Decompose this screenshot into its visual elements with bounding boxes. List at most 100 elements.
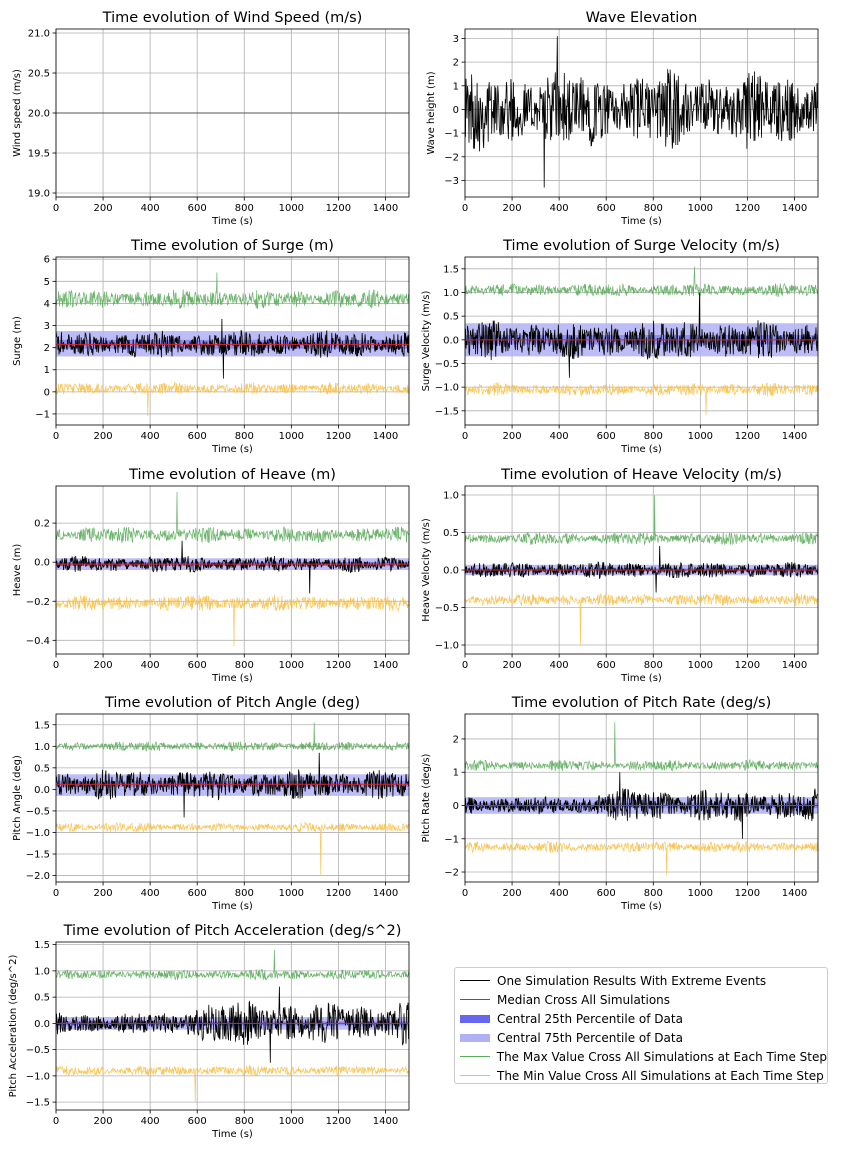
legend-item-median: Median Cross All Simulations (455, 990, 827, 1009)
y-tick-label: 3 (44, 321, 50, 332)
y-tick-label: 0.5 (34, 993, 50, 1004)
x-tick-label: 400 (550, 888, 569, 899)
x-tick-label: 200 (94, 660, 113, 671)
series-the-max-value-cross-all-simulations-at-each-time-step (56, 272, 409, 309)
y-axis-label: Surge (m) (12, 316, 23, 366)
axes-frame (55, 713, 410, 883)
plot-area (465, 494, 818, 646)
x-tick-label: 1000 (688, 660, 713, 671)
x-tick-label: 800 (235, 431, 254, 442)
x-axis-label: Time (s) (211, 216, 253, 227)
x-tick-label: 1400 (782, 431, 807, 442)
x-tick-label: 1200 (326, 203, 351, 214)
series-the-max-value-cross-all-simulations-at-each-time-step (465, 494, 818, 546)
y-tick-label: 2 (453, 58, 459, 69)
x-tick-label: 1400 (373, 203, 398, 214)
y-tick-label: 3 (453, 34, 459, 45)
series-the-min-value-cross-all-simulations-at-each-time-step (56, 1065, 409, 1103)
legend-label-central75: Central 75th Percentile of Data (497, 1030, 683, 1045)
x-tick-label: 600 (597, 888, 616, 899)
legend: One Simulation Results With Extreme Even… (454, 967, 828, 1084)
y-tick-label: −1.0 (26, 1071, 50, 1082)
series-one-simulation-results-with-extreme-events (465, 772, 818, 839)
x-tick-label: 800 (644, 203, 663, 214)
y-tick-label: 1.0 (443, 288, 459, 299)
plot-area (56, 949, 409, 1103)
y-tick-label: −1 (444, 129, 459, 140)
chart-title: Time evolution of Pitch Rate (deg/s) (511, 695, 772, 711)
legend-swatch-central25 (460, 1014, 490, 1023)
chart-title: Time evolution of Heave (m) (128, 467, 336, 483)
legend-swatch-max (460, 1056, 490, 1057)
y-tick-label: −1.0 (26, 828, 50, 839)
y-tick-label: 0.0 (34, 558, 50, 569)
x-tick-label: 1400 (373, 431, 398, 442)
y-tick-label: 2 (44, 343, 50, 354)
x-tick-label: 0 (53, 888, 59, 899)
y-tick-label: −0.5 (435, 603, 459, 614)
x-tick-label: 600 (597, 660, 616, 671)
series-the-min-value-cross-all-simulations-at-each-time-step (465, 381, 818, 416)
x-tick-label: 400 (141, 660, 160, 671)
y-tick-label: 0.0 (443, 566, 459, 577)
x-tick-label: 200 (503, 888, 522, 899)
y-tick-label: 1.5 (443, 264, 459, 275)
series-the-max-value-cross-all-simulations-at-each-time-step (465, 722, 818, 772)
axes-frame (464, 28, 819, 198)
chart-heave: 0 200 400 600 800 1000 1200 1400 −0.4 −0.2 0.0 0.2 T… (12, 467, 410, 684)
y-tick-label: 19.0 (28, 189, 50, 200)
x-tick-label: 1000 (688, 203, 713, 214)
x-tick-label: 800 (235, 660, 254, 671)
x-axis-label: Time (s) (620, 444, 662, 455)
x-axis-label: Time (s) (620, 673, 662, 684)
x-tick-label: 600 (188, 888, 207, 899)
x-tick-label: 1400 (782, 888, 807, 899)
y-tick-label: −2 (444, 152, 459, 163)
y-tick-label: 0 (453, 801, 459, 812)
plot-area (465, 266, 818, 416)
chart-title: Time evolution of Pitch Angle (deg) (104, 695, 360, 711)
chart-title: Time evolution of Heave Velocity (m/s) (500, 467, 782, 483)
chart-pitch: 0 200 400 600 800 1000 1200 1400 −2.0 −1.5 −1.0 −0.… (12, 695, 410, 912)
y-tick-label: −1.5 (26, 850, 50, 861)
x-tick-label: 1400 (782, 203, 807, 214)
y-tick-label: 1.0 (443, 491, 459, 502)
x-tick-label: 0 (462, 431, 468, 442)
y-tick-label: 0.0 (34, 785, 50, 796)
y-tick-label: 0.0 (443, 335, 459, 346)
y-tick-label: −1 (35, 409, 50, 420)
y-tick-label: 0 (44, 387, 50, 398)
series-one-simulation-results-with-extreme-events (465, 292, 818, 378)
chart-title: Time evolution of Wind Speed (m/s) (102, 10, 363, 26)
x-tick-label: 1000 (279, 1116, 304, 1127)
x-tick-label: 0 (53, 1116, 59, 1127)
y-tick-label: −1.0 (435, 383, 459, 394)
x-tick-label: 400 (141, 431, 160, 442)
x-tick-label: 400 (141, 888, 160, 899)
y-axis-label: Heave Velocity (m/s) (421, 518, 432, 622)
y-tick-label: 0.2 (34, 519, 50, 530)
y-tick-label: 0.0 (34, 1019, 50, 1030)
x-tick-label: 1400 (373, 1116, 398, 1127)
series-the-min-value-cross-all-simulations-at-each-time-step (465, 592, 818, 646)
y-tick-label: −0.5 (26, 806, 50, 817)
y-tick-label: 1.0 (34, 966, 50, 977)
y-tick-label: 4 (44, 299, 50, 310)
chart-pitch-acc: 0 200 400 600 800 1000 1200 1400 −1.5 −1.0 −0.5 0.0… (8, 923, 410, 1140)
y-axis-label: Heave (m) (12, 544, 23, 597)
x-tick-label: 1200 (326, 1116, 351, 1127)
y-axis-label: Wind speed (m/s) (12, 69, 23, 157)
y-tick-label: −1.5 (435, 406, 459, 417)
y-tick-label: −0.2 (26, 597, 50, 608)
y-tick-label: 19.5 (28, 149, 50, 160)
x-tick-label: 1200 (326, 660, 351, 671)
legend-item-central75: Central 75th Percentile of Data (455, 1028, 827, 1047)
x-tick-label: 1200 (326, 431, 351, 442)
chart-title: Time evolution of Surge Velocity (m/s) (502, 238, 780, 254)
x-tick-label: 800 (235, 1116, 254, 1127)
y-tick-label: −2.0 (26, 871, 50, 882)
x-tick-label: 200 (94, 1116, 113, 1127)
series-the-min-value-cross-all-simulations-at-each-time-step (56, 594, 409, 647)
y-tick-label: −1.0 (435, 641, 459, 652)
y-axis-label: Pitch Angle (deg) (12, 755, 23, 841)
